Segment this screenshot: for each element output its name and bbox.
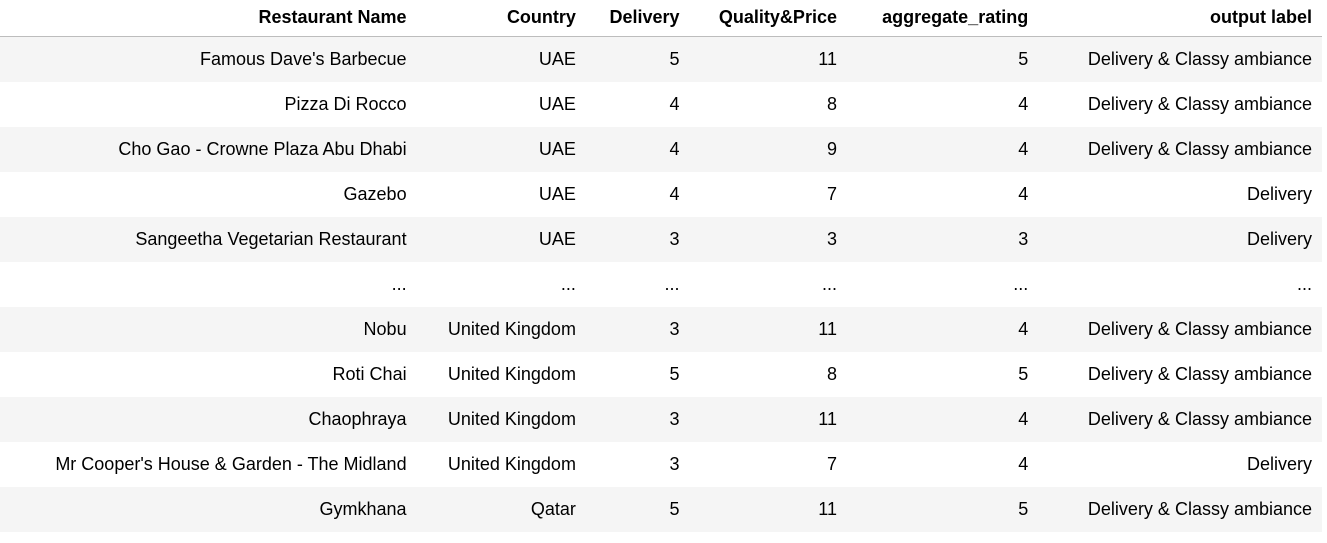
country-cell: UAE	[416, 82, 586, 127]
country-cell: United Kingdom	[416, 397, 586, 442]
table-row: Sangeetha Vegetarian Restaurant UAE 3 3 3 Del…	[0, 217, 1322, 262]
restaurant-name-cell: Nobu	[0, 307, 417, 352]
delivery-cell: 3	[585, 307, 690, 352]
quality-price-cell: 7	[689, 442, 847, 487]
table-header: Restaurant Name Country Delivery Quality…	[0, 0, 1322, 37]
aggregate-rating-cell: 5	[846, 36, 1039, 82]
restaurant-name-cell: Cho Gao - Crowne Plaza Abu Dhabi	[0, 127, 417, 172]
output-label-cell: Delivery	[1038, 217, 1322, 262]
column-header-aggregate-rating: aggregate_rating	[846, 0, 1039, 37]
restaurant-name-cell: Pizza Di Rocco	[0, 82, 417, 127]
aggregate-rating-cell: ...	[846, 262, 1039, 307]
delivery-cell: 5	[585, 36, 690, 82]
delivery-cell: 4	[585, 127, 690, 172]
table-body: Famous Dave's Barbecue UAE 5 11 5 Delivery & …	[0, 36, 1322, 532]
restaurant-name-cell: Roti Chai	[0, 352, 417, 397]
restaurant-name-cell: Chaophraya	[0, 397, 417, 442]
table-row: Gymkhana Qatar 5 11 5 Delivery & Classy ambia…	[0, 487, 1322, 532]
output-label-cell: Delivery & Classy ambiance	[1038, 397, 1322, 442]
delivery-cell: 3	[585, 397, 690, 442]
delivery-cell: 5	[585, 352, 690, 397]
country-cell: UAE	[416, 36, 586, 82]
country-cell: United Kingdom	[416, 442, 586, 487]
output-label-cell: Delivery & Classy ambiance	[1038, 352, 1322, 397]
table-row: Famous Dave's Barbecue UAE 5 11 5 Delivery & …	[0, 36, 1322, 82]
output-label-cell: Delivery	[1038, 172, 1322, 217]
output-label-cell: Delivery & Classy ambiance	[1038, 36, 1322, 82]
delivery-cell: 3	[585, 442, 690, 487]
output-label-cell: Delivery & Classy ambiance	[1038, 127, 1322, 172]
table-row: Pizza Di Rocco UAE 4 8 4 Delivery & Classy am…	[0, 82, 1322, 127]
country-cell: Qatar	[416, 487, 586, 532]
restaurant-name-cell: Gazebo	[0, 172, 417, 217]
quality-price-cell: 3	[689, 217, 847, 262]
aggregate-rating-cell: 4	[846, 442, 1039, 487]
output-label-cell: Delivery & Classy ambiance	[1038, 307, 1322, 352]
aggregate-rating-cell: 4	[846, 172, 1039, 217]
aggregate-rating-cell: 4	[846, 127, 1039, 172]
aggregate-rating-cell: 5	[846, 352, 1039, 397]
delivery-cell: ...	[585, 262, 690, 307]
country-cell: UAE	[416, 127, 586, 172]
column-header-restaurant-name: Restaurant Name	[0, 0, 417, 37]
country-cell: ...	[416, 262, 586, 307]
quality-price-cell: 11	[689, 307, 847, 352]
output-label-cell: Delivery & Classy ambiance	[1038, 82, 1322, 127]
quality-price-cell: ...	[689, 262, 847, 307]
output-label-cell: ...	[1038, 262, 1322, 307]
table-row: Gazebo UAE 4 7 4 Delivery	[0, 172, 1322, 217]
quality-price-cell: 11	[689, 487, 847, 532]
output-label-cell: Delivery & Classy ambiance	[1038, 487, 1322, 532]
dataframe-table: Restaurant Name Country Delivery Quality…	[0, 0, 1322, 532]
quality-price-cell: 8	[689, 82, 847, 127]
delivery-cell: 4	[585, 172, 690, 217]
delivery-cell: 3	[585, 217, 690, 262]
aggregate-rating-cell: 4	[846, 397, 1039, 442]
restaurant-name-cell: Mr Cooper's House & Garden - The Midland	[0, 442, 417, 487]
restaurant-name-cell: Sangeetha Vegetarian Restaurant	[0, 217, 417, 262]
table-row: ..................	[0, 262, 1322, 307]
restaurant-name-cell: ...	[0, 262, 417, 307]
column-header-output-label: output label	[1038, 0, 1322, 37]
quality-price-cell: 11	[689, 36, 847, 82]
header-row: Restaurant Name Country Delivery Quality…	[0, 0, 1322, 37]
aggregate-rating-cell: 4	[846, 307, 1039, 352]
restaurant-name-cell: Famous Dave's Barbecue	[0, 36, 417, 82]
column-header-country: Country	[416, 0, 586, 37]
quality-price-cell: 11	[689, 397, 847, 442]
quality-price-cell: 9	[689, 127, 847, 172]
column-header-delivery: Delivery	[585, 0, 690, 37]
table-row: Nobu United Kingdom 3 11 4 Delivery & Classy …	[0, 307, 1322, 352]
table-row: Roti Chai United Kingdom 5 8 5 Delivery & Cla…	[0, 352, 1322, 397]
output-label-cell: Delivery	[1038, 442, 1322, 487]
country-cell: UAE	[416, 172, 586, 217]
aggregate-rating-cell: 5	[846, 487, 1039, 532]
column-header-quality-price: Quality&Price	[689, 0, 847, 37]
delivery-cell: 4	[585, 82, 690, 127]
delivery-cell: 5	[585, 487, 690, 532]
table-row: Mr Cooper's House & Garden - The Midland…	[0, 442, 1322, 487]
aggregate-rating-cell: 3	[846, 217, 1039, 262]
quality-price-cell: 8	[689, 352, 847, 397]
table-row: Cho Gao - Crowne Plaza Abu Dhabi UAE 4 9 4 De…	[0, 127, 1322, 172]
country-cell: United Kingdom	[416, 352, 586, 397]
country-cell: UAE	[416, 217, 586, 262]
quality-price-cell: 7	[689, 172, 847, 217]
table-row: Chaophraya United Kingdom 3 11 4 Delivery & C…	[0, 397, 1322, 442]
restaurant-name-cell: Gymkhana	[0, 487, 417, 532]
country-cell: United Kingdom	[416, 307, 586, 352]
aggregate-rating-cell: 4	[846, 82, 1039, 127]
